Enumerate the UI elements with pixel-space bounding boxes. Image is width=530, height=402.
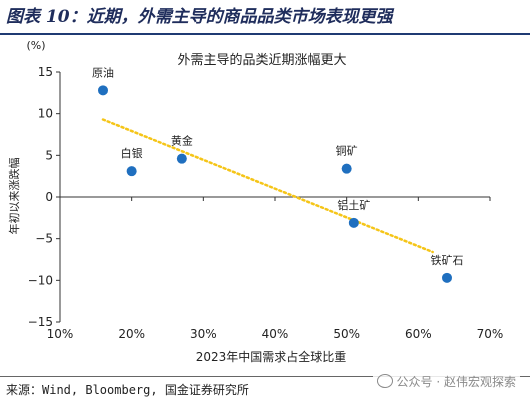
data-point-label: 原油 <box>92 65 114 79</box>
wechat-icon <box>376 374 393 388</box>
data-point-label: 铝土矿 <box>337 198 370 212</box>
data-point <box>442 272 452 283</box>
x-tick-label: 10% <box>47 327 74 341</box>
data-point <box>126 166 137 177</box>
data-point <box>98 85 108 96</box>
data-point-label: 黄金 <box>171 134 193 148</box>
y-tick-label: 15 <box>38 65 53 79</box>
chart-title: 外需主导的品类近期涨幅更大 <box>177 52 346 68</box>
y-tick-label: −15 <box>28 315 53 329</box>
trendline-group <box>101 118 434 254</box>
watermark: 公众号 · 赵伟宏观探索 <box>372 371 520 392</box>
footer-divider <box>0 376 530 377</box>
y-tick-label: 0 <box>45 190 53 204</box>
y-tick-label: −5 <box>35 232 53 246</box>
y-axis-label: 年初以来涨跌幅 <box>7 158 21 235</box>
data-point-label: 白银 <box>121 146 143 160</box>
axes-group: −15 −10 −5 0 5 10 15 10% 20% 30% 40% 50% 60% 70% <box>28 65 504 341</box>
x-tick-label: 20% <box>118 327 145 341</box>
y-tick-label: 10 <box>38 107 53 121</box>
y-unit-label: (%) <box>26 39 45 52</box>
scatter-chart: −15 −10 −5 0 5 10 15 10% 20% 30% 40% 50% 60% 70% 原油白银… <box>7 39 504 364</box>
data-point <box>176 153 187 164</box>
x-tick-label: 70% <box>477 327 504 341</box>
x-tick-label: 30% <box>190 327 217 341</box>
data-point <box>348 217 359 228</box>
source-note: 来源：Wind, Bloomberg, 国金证券研究所 <box>6 383 249 397</box>
title-divider <box>0 33 530 35</box>
y-tick-label: −10 <box>28 273 53 287</box>
y-tick-label: 5 <box>45 148 53 162</box>
figure-title: 图表 10：近期，外需主导的商品品类市场表现更强 <box>6 7 393 27</box>
data-point <box>341 163 352 174</box>
data-point-label: 铁矿石 <box>431 254 464 267</box>
x-tick-label: 60% <box>405 327 432 341</box>
x-tick-label: 40% <box>262 327 289 341</box>
x-tick-label: 50% <box>333 327 360 341</box>
data-point-label: 铜矿 <box>336 144 358 158</box>
watermark-text: 公众号 · 赵伟宏观探索 <box>396 375 516 389</box>
trendline <box>101 118 434 254</box>
points-group <box>98 85 452 283</box>
x-axis-label: 2023年中国需求占全球比重 <box>196 349 347 364</box>
